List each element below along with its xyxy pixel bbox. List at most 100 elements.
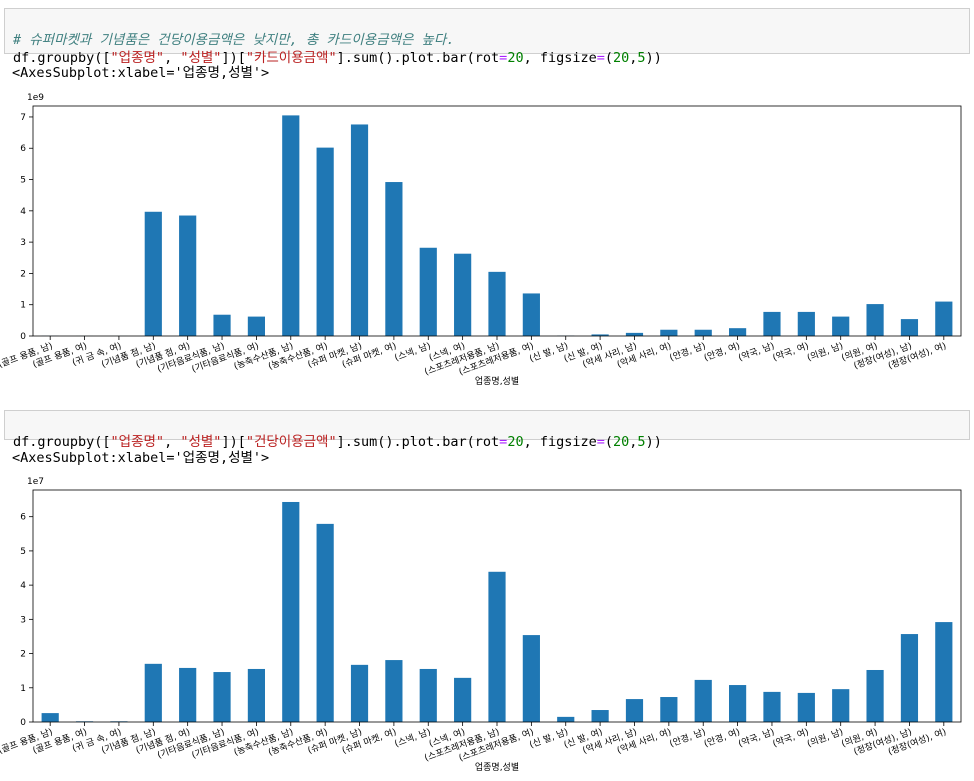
y-tick-label: 4 bbox=[20, 581, 26, 591]
code-line: df.groupby(["업종명", "성별"])["건당이용금액"].sum(… bbox=[13, 433, 961, 451]
bar bbox=[522, 635, 540, 722]
bar bbox=[900, 319, 919, 336]
bar bbox=[660, 329, 678, 336]
bar bbox=[282, 501, 300, 722]
code-token: , bbox=[629, 434, 638, 450]
code-cell[interactable]: df.groupby(["업종명", "성별"])["건당이용금액"].sum(… bbox=[4, 410, 970, 450]
code-token: ( bbox=[604, 50, 614, 66]
bar bbox=[866, 304, 884, 336]
code-token: = bbox=[499, 434, 508, 450]
x-tick-label: (의원, 남) bbox=[806, 726, 845, 749]
code-token: , figsize bbox=[523, 434, 597, 450]
bar bbox=[660, 697, 678, 722]
bar bbox=[729, 328, 747, 336]
code-token: 20 bbox=[613, 50, 630, 66]
bar bbox=[832, 689, 850, 722]
code-token: "업종명" bbox=[110, 50, 165, 66]
bar bbox=[935, 622, 953, 722]
bar bbox=[729, 685, 747, 722]
x-tick-label: (신 발, 남) bbox=[528, 340, 570, 364]
cell-output: <AxesSubplot:xlabel='업종명,성별'> bbox=[12, 65, 270, 81]
y-tick-label: 3 bbox=[20, 238, 26, 248]
bar bbox=[316, 147, 334, 336]
axes-frame bbox=[32, 105, 962, 337]
y-tick-label: 6 bbox=[20, 144, 26, 154]
bar bbox=[866, 669, 884, 722]
code-token: "건당이용금액" bbox=[245, 434, 337, 450]
code-token: 5 bbox=[637, 434, 646, 450]
x-tick-label: (안경, 남) bbox=[668, 726, 707, 750]
code-token: df.groupby([ bbox=[13, 50, 111, 66]
bar bbox=[625, 699, 644, 722]
code-token: = bbox=[596, 50, 605, 66]
code-token: ].sum().plot.bar(rot bbox=[336, 50, 500, 66]
x-tick-label: (약국, 여) bbox=[771, 340, 810, 364]
y-tick-label: 0 bbox=[20, 718, 26, 728]
y-tick-label: 2 bbox=[20, 269, 26, 279]
x-axis-label: 업종명,성별 bbox=[475, 376, 519, 387]
bar bbox=[935, 301, 953, 336]
bar bbox=[213, 672, 231, 722]
code-line: df.groupby(["업종명", "성별"])["카드이용금액"].sum(… bbox=[13, 49, 961, 67]
bar bbox=[454, 253, 472, 336]
code-token: "성별" bbox=[180, 434, 222, 450]
y-tick-label: 5 bbox=[20, 176, 26, 186]
y-tick-label: 3 bbox=[20, 615, 26, 625]
y-tick-label: 1 bbox=[20, 301, 26, 311]
bar bbox=[763, 311, 781, 336]
code-token: 20 bbox=[613, 434, 630, 450]
bar bbox=[832, 316, 850, 336]
bar bbox=[179, 215, 197, 336]
code-token: , bbox=[629, 50, 638, 66]
code-token: 20 bbox=[507, 50, 524, 66]
bar bbox=[179, 667, 197, 722]
cell-output: <AxesSubplot:xlabel='업종명,성별'> bbox=[12, 450, 270, 466]
bar bbox=[419, 247, 437, 336]
axis-offset-label: 1e9 bbox=[27, 93, 44, 103]
code-token: ])[ bbox=[221, 50, 246, 66]
x-axis-label: 업종명,성별 bbox=[475, 762, 519, 773]
y-tick-label: 5 bbox=[20, 547, 26, 557]
bar bbox=[797, 692, 815, 722]
y-tick-label: 2 bbox=[20, 650, 26, 660]
bar bbox=[557, 716, 575, 722]
code-token: "업종명" bbox=[110, 434, 165, 450]
bar bbox=[694, 329, 712, 336]
y-tick-label: 0 bbox=[20, 332, 26, 342]
bar bbox=[900, 634, 919, 722]
code-token: 5 bbox=[637, 50, 646, 66]
x-tick-label: (약국, 남) bbox=[737, 726, 776, 750]
code-token: "카드이용금액" bbox=[245, 50, 337, 66]
x-tick-label: (스넥, 남) bbox=[393, 726, 432, 749]
code-token: ])[ bbox=[221, 434, 246, 450]
bar bbox=[454, 677, 472, 722]
bar bbox=[591, 334, 609, 336]
bar bbox=[316, 523, 334, 722]
bar bbox=[213, 314, 231, 336]
y-tick-label: 4 bbox=[20, 207, 26, 217]
code-cell[interactable]: # 슈퍼마켓과 기념품은 건당이용금액은 낮지만, 총 카드이용금액은 높다. d… bbox=[4, 8, 970, 66]
bar bbox=[41, 713, 59, 722]
bar bbox=[625, 332, 644, 336]
bar bbox=[488, 271, 506, 336]
x-tick-label: (안경, 남) bbox=[668, 340, 707, 364]
bar bbox=[282, 115, 300, 336]
code-token: ].sum().plot.bar(rot bbox=[336, 434, 500, 450]
bar bbox=[385, 182, 403, 336]
y-tick-label: 1 bbox=[20, 684, 26, 694]
code-token: , figsize bbox=[523, 50, 597, 66]
code-token: df.groupby([ bbox=[13, 434, 111, 450]
code-token: "성별" bbox=[180, 50, 222, 66]
bar bbox=[385, 660, 403, 722]
x-tick-label: (약국, 여) bbox=[771, 726, 810, 750]
x-tick-label: (의원, 남) bbox=[806, 340, 845, 363]
bar bbox=[247, 668, 265, 722]
bar bbox=[488, 571, 506, 722]
code-token: , bbox=[164, 50, 181, 66]
bar bbox=[144, 663, 162, 722]
x-tick-label: (신 발, 남) bbox=[528, 726, 570, 750]
code-token: , bbox=[164, 434, 181, 450]
code-token: ( bbox=[604, 434, 614, 450]
code-token: = bbox=[499, 50, 508, 66]
